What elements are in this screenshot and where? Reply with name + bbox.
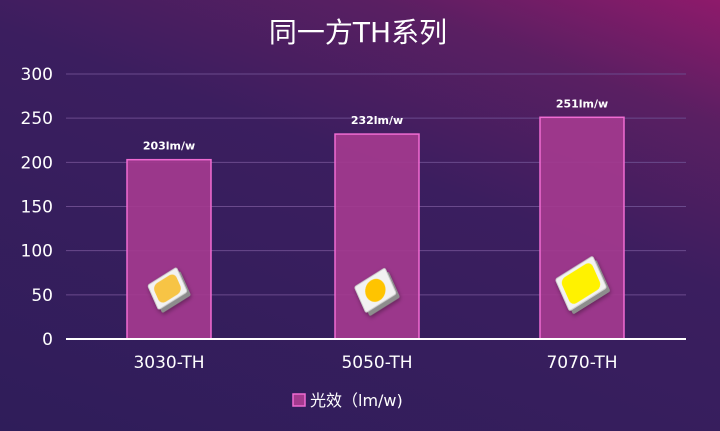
y-tick-label: 250 [21, 109, 53, 129]
data-label: 203lm/w [143, 140, 195, 153]
chip-phosphor [365, 278, 386, 302]
led-chip-7070-icon [555, 256, 610, 314]
y-tick-label: 50 [31, 286, 53, 306]
data-label: 232lm/w [351, 114, 403, 127]
chip-phosphor [561, 263, 601, 304]
led-chip-5050-icon [354, 268, 400, 316]
y-tick-label: 100 [21, 242, 53, 262]
x-tick-label: 3030-TH [133, 353, 204, 373]
x-tick-label: 5050-TH [341, 353, 412, 373]
x-tick-label: 7070-TH [546, 353, 617, 373]
chip-phosphor [154, 274, 181, 303]
y-tick-label: 0 [42, 330, 53, 350]
legend-label: 光效（lm/w) [310, 391, 403, 410]
bar-3030-TH[interactable] [126, 158, 212, 340]
legend[interactable]: 光效（lm/w) [292, 391, 403, 410]
data-label-layer: 203lm/w 232lm/w 251lm/w [143, 97, 608, 152]
chip-layer [147, 256, 610, 316]
data-label: 251lm/w [556, 97, 608, 110]
legend-swatch [292, 393, 306, 407]
y-tick-label: 150 [21, 198, 53, 218]
chart-title: 同一方TH系列 [269, 16, 447, 49]
y-tick-label: 300 [21, 65, 53, 85]
y-axis-ticks: 0 50 100 150 200 250 300 [21, 65, 53, 350]
led-chip-3030-icon [147, 267, 191, 313]
y-tick-label: 200 [21, 153, 53, 173]
x-axis-ticks: 3030-TH 5050-TH 7070-TH [133, 353, 617, 373]
